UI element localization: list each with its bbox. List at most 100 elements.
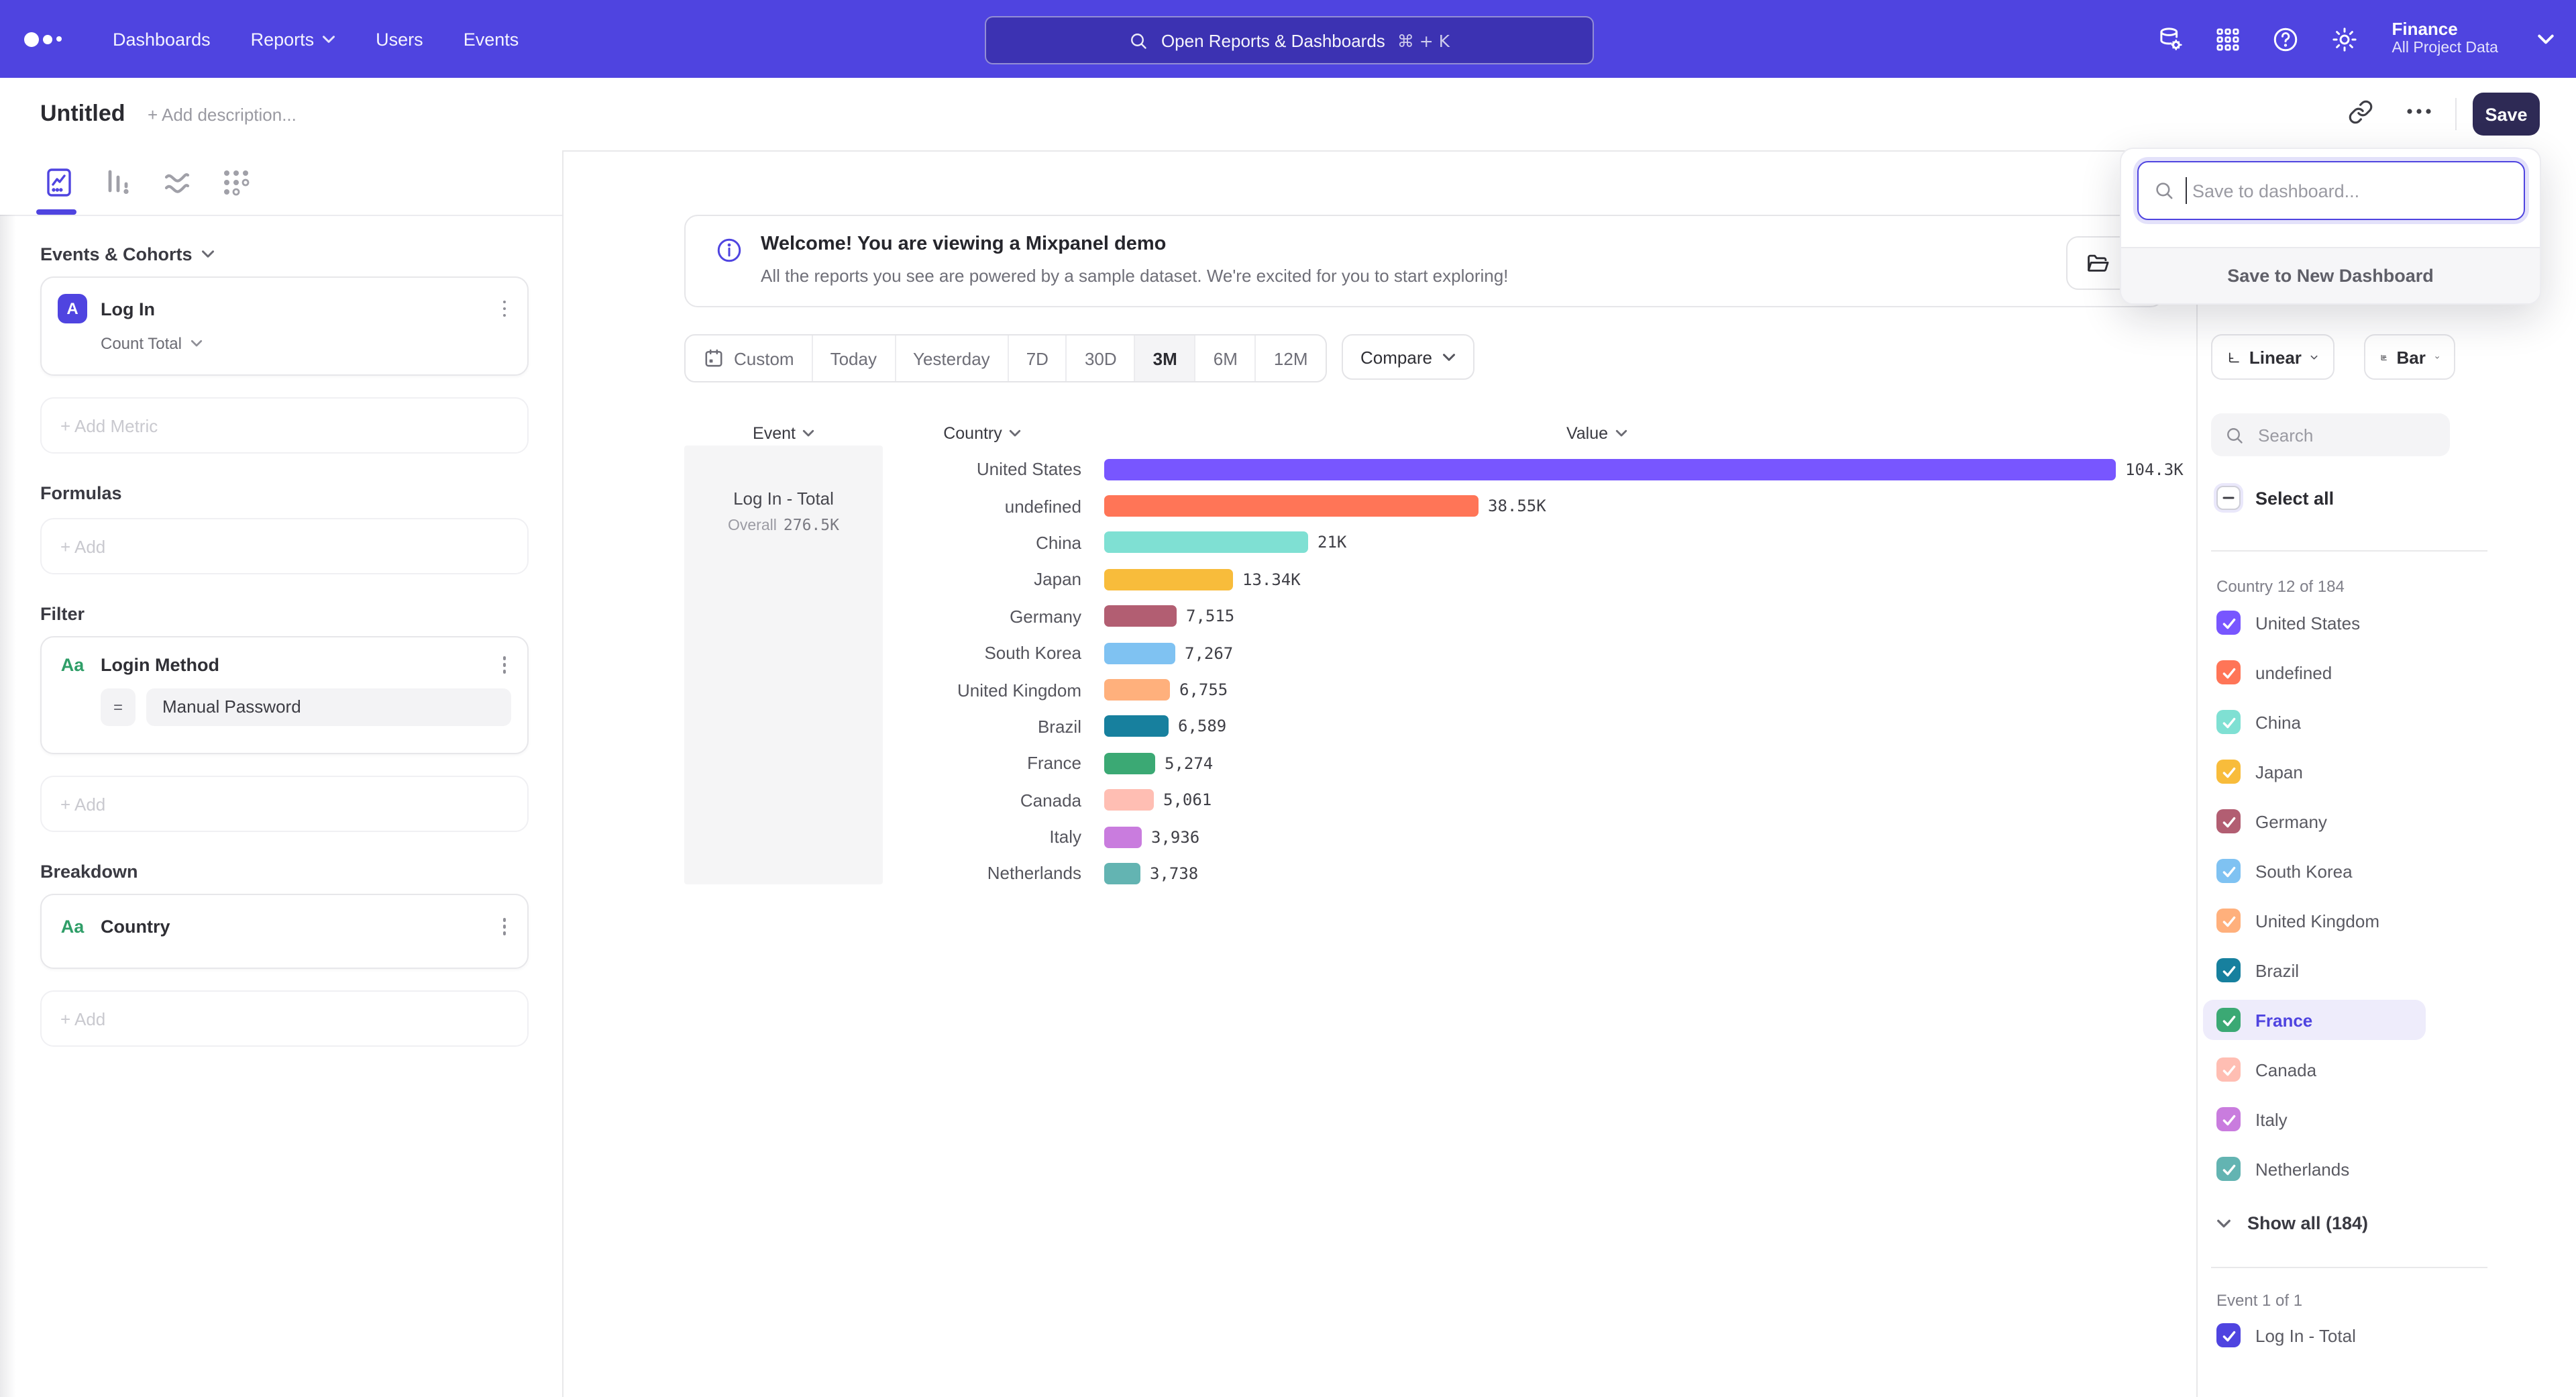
bar-segment[interactable]: [1104, 642, 1175, 664]
chevron-down-icon[interactable]: [2537, 33, 2555, 45]
breakdown-kebab-icon[interactable]: [497, 915, 511, 937]
bar-segment[interactable]: [1104, 458, 2116, 480]
filter-value[interactable]: Manual Password: [146, 688, 511, 725]
add-formula-button[interactable]: + Add: [40, 518, 529, 574]
data-management-icon[interactable]: [2155, 25, 2184, 53]
legend-row-brazil[interactable]: Brazil: [2203, 950, 2426, 990]
legend-search[interactable]: [2211, 413, 2450, 456]
country-checkbox[interactable]: [2216, 611, 2241, 635]
country-checkbox[interactable]: [2216, 909, 2241, 933]
nav-item-events[interactable]: Events: [463, 29, 519, 49]
range-custom[interactable]: Custom: [686, 335, 813, 381]
metric-kebab-icon[interactable]: [497, 298, 511, 320]
mixpanel-logo[interactable]: [24, 32, 62, 46]
legend-row-italy[interactable]: Italy: [2203, 1099, 2426, 1139]
nav-item-reports[interactable]: Reports: [251, 29, 336, 49]
add-metric-button[interactable]: + Add Metric: [40, 397, 529, 454]
nav-item-users[interactable]: Users: [376, 29, 423, 49]
tab-flows-icon[interactable]: [161, 166, 193, 199]
bar-segment[interactable]: [1104, 826, 1142, 848]
add-description[interactable]: + Add description...: [148, 105, 297, 125]
range-30d[interactable]: 30D: [1067, 335, 1136, 381]
scale-dropdown[interactable]: Linear: [2211, 334, 2334, 380]
nav-item-dashboards[interactable]: Dashboards: [113, 29, 211, 49]
legend-row-canada[interactable]: Canada: [2203, 1049, 2426, 1090]
more-options-icon[interactable]: [2406, 107, 2432, 115]
legend-row-netherlands[interactable]: Netherlands: [2203, 1149, 2426, 1189]
add-breakdown-button[interactable]: + Add: [40, 990, 529, 1047]
search-shortcut: ⌘ + K: [1397, 30, 1450, 50]
legend-row-united-states[interactable]: United States: [2203, 603, 2426, 643]
report-title[interactable]: Untitled: [40, 101, 125, 126]
add-filter-button[interactable]: + Add: [40, 776, 529, 832]
column-header-value[interactable]: Value: [1489, 424, 1704, 443]
legend-row-france[interactable]: France: [2203, 1000, 2426, 1040]
compare-button[interactable]: Compare: [1342, 334, 1475, 380]
country-checkbox[interactable]: [2216, 1008, 2241, 1032]
apps-grid-icon[interactable]: [2214, 26, 2240, 52]
chevron-down-icon: [2217, 1219, 2231, 1227]
filter-kebab-icon[interactable]: [497, 654, 511, 676]
bar-segment[interactable]: [1104, 531, 1308, 554]
legend-search-input[interactable]: [2255, 423, 2422, 446]
country-checkbox[interactable]: [2216, 1157, 2241, 1181]
global-search[interactable]: Open Reports & Dashboards ⌘ + K: [985, 16, 1594, 64]
country-checkbox[interactable]: [2216, 710, 2241, 734]
filter-operator[interactable]: =: [101, 688, 136, 725]
range-3m[interactable]: 3M: [1135, 335, 1196, 381]
column-header-event[interactable]: Event: [684, 424, 883, 443]
legend-row-south-korea[interactable]: South Korea: [2203, 851, 2426, 891]
save-button[interactable]: Save: [2473, 93, 2540, 136]
legend-row-united-kingdom[interactable]: United Kingdom: [2203, 900, 2426, 941]
tab-insights-icon[interactable]: [43, 166, 75, 199]
event-legend-row[interactable]: Log In - Total: [2216, 1323, 2356, 1347]
show-all-button[interactable]: Show all (184): [2216, 1213, 2368, 1233]
bar-segment[interactable]: [1104, 862, 1140, 884]
bar-segment[interactable]: [1104, 752, 1155, 774]
save-to-new-dashboard-button[interactable]: Save to New Dashboard: [2121, 247, 2540, 303]
bar-segment[interactable]: [1104, 605, 1177, 627]
bar-value-label: 38.55K: [1488, 497, 1546, 516]
save-dashboard-search[interactable]: [2137, 161, 2525, 220]
bar-segment[interactable]: [1104, 715, 1169, 737]
copy-link-icon[interactable]: [2348, 99, 2373, 125]
country-checkbox[interactable]: [2216, 809, 2241, 833]
tab-funnels-icon[interactable]: [102, 166, 134, 199]
country-label: South Korea: [2255, 861, 2353, 881]
project-switcher[interactable]: Finance All Project Data: [2392, 19, 2498, 58]
range-7d[interactable]: 7D: [1009, 335, 1067, 381]
settings-gear-icon[interactable]: [2330, 25, 2358, 53]
column-header-country[interactable]: Country: [883, 424, 1081, 443]
chevron-down-icon: [190, 340, 202, 347]
metric-card-log-in[interactable]: A Log In Count Total: [40, 276, 529, 376]
bar-segment[interactable]: [1104, 679, 1170, 701]
country-checkbox[interactable]: [2216, 760, 2241, 784]
country-checkbox[interactable]: [2216, 660, 2241, 684]
help-icon[interactable]: [2271, 25, 2299, 53]
event-checkbox[interactable]: [2216, 1323, 2241, 1347]
country-checkbox[interactable]: [2216, 958, 2241, 982]
breakdown-card-country[interactable]: Aa Country: [40, 894, 529, 969]
legend-row-japan[interactable]: Japan: [2203, 752, 2426, 792]
country-checkbox[interactable]: [2216, 1107, 2241, 1131]
select-all-checkbox[interactable]: [2216, 486, 2241, 510]
chart-type-dropdown[interactable]: Bar: [2364, 334, 2455, 380]
save-dashboard-input[interactable]: [2190, 179, 2463, 202]
bar-segment[interactable]: [1104, 789, 1154, 811]
range-12m[interactable]: 12M: [1273, 348, 1308, 368]
country-checkbox[interactable]: [2216, 859, 2241, 883]
range-yesterday[interactable]: Yesterday: [896, 335, 1009, 381]
range-6m[interactable]: 6M: [1196, 335, 1256, 381]
bar-segment[interactable]: [1104, 495, 1479, 517]
legend-row-undefined[interactable]: undefined: [2203, 652, 2426, 692]
legend-row-china[interactable]: China: [2203, 702, 2426, 742]
section-events-cohorts[interactable]: Events & Cohorts: [40, 244, 215, 264]
tab-retention-icon[interactable]: [220, 166, 252, 199]
bar-segment[interactable]: [1104, 568, 1233, 590]
country-checkbox[interactable]: [2216, 1057, 2241, 1082]
range-today[interactable]: Today: [813, 335, 896, 381]
select-all-row[interactable]: Select all: [2216, 486, 2334, 510]
metric-aggregation[interactable]: Count Total: [101, 334, 511, 353]
legend-row-germany[interactable]: Germany: [2203, 801, 2426, 841]
filter-card-login-method[interactable]: Aa Login Method = Manual Password: [40, 636, 529, 754]
